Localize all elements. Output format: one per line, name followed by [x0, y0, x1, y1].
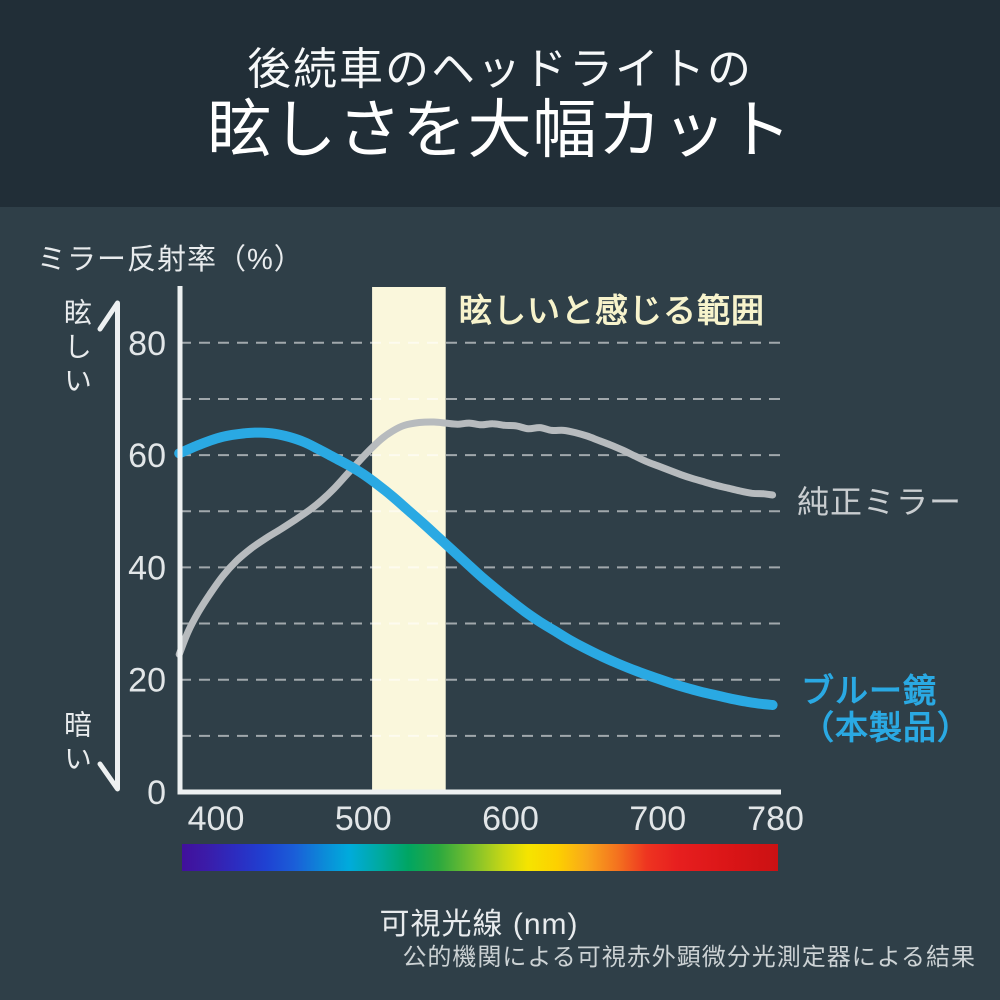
- y-tick-label: 0: [147, 774, 166, 812]
- glare-band-label: 眩しいと感じる範囲: [459, 292, 765, 329]
- x-tick-label: 400: [188, 800, 245, 838]
- x-tick-label: 600: [482, 800, 539, 838]
- x-tick-label: 780: [747, 800, 804, 838]
- axis-annotation-bright: 眩しい: [61, 298, 92, 400]
- title-banner: 後続車のヘッドライトの 眩しさを大幅カット: [0, 0, 1000, 207]
- visible-spectrum-bar: [182, 844, 778, 871]
- y-tick-label: 80: [128, 325, 166, 363]
- x-axis-unit-label: 可視光線 (nm): [379, 908, 579, 941]
- y-axis-title: ミラー反射率（%）: [37, 244, 304, 276]
- series-label-blue-line2: （本製品）: [801, 709, 971, 746]
- title-line-2: 眩しさを大幅カット: [207, 93, 793, 166]
- axis-annotation-dark: 暗い: [61, 710, 92, 778]
- y-tick-label: 40: [128, 549, 166, 587]
- y-tick-label: 20: [128, 662, 166, 700]
- measurement-footnote: 公的機関による可視赤外顕微分光測定器による結果: [402, 944, 976, 971]
- series-label-stock-mirror: 純正ミラー: [797, 484, 963, 520]
- x-tick-label: 700: [629, 800, 686, 838]
- blue-mirror-curve: [174, 427, 778, 710]
- brightness-axis-arrow: [97, 300, 120, 792]
- y-tick-label: 60: [128, 437, 166, 475]
- stock-mirror-curve: [175, 418, 777, 658]
- series-label-blue-line1: ブルー鏡: [801, 672, 937, 709]
- title-line-1: 後続車のヘッドライトの: [247, 44, 753, 94]
- x-tick-label: 500: [335, 800, 392, 838]
- series-label-blue-mirror: ブルー鏡 （本製品）: [801, 672, 971, 746]
